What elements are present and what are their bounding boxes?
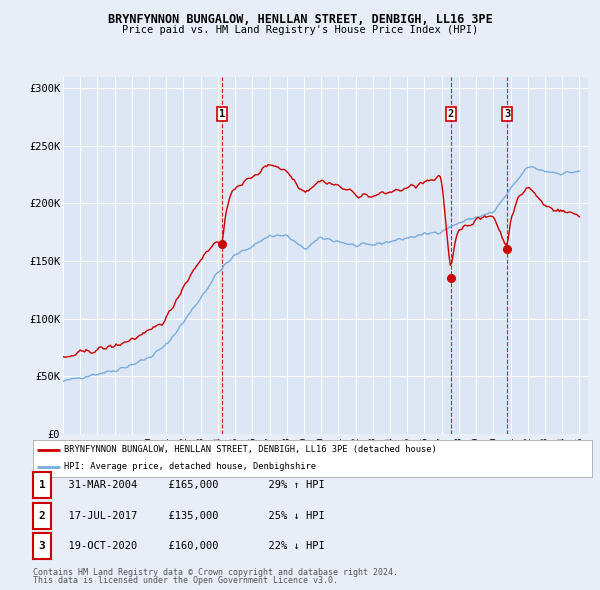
Text: 2: 2	[448, 109, 454, 119]
Text: This data is licensed under the Open Government Licence v3.0.: This data is licensed under the Open Gov…	[33, 576, 338, 585]
Text: 1: 1	[38, 480, 46, 490]
Text: BRYNFYNNON BUNGALOW, HENLLAN STREET, DENBIGH, LL16 3PE (detached house): BRYNFYNNON BUNGALOW, HENLLAN STREET, DEN…	[64, 445, 437, 454]
Text: 1: 1	[219, 109, 226, 119]
Text: 2: 2	[38, 511, 46, 520]
Text: 17-JUL-2017     £135,000        25% ↓ HPI: 17-JUL-2017 £135,000 25% ↓ HPI	[56, 511, 325, 520]
Text: BRYNFYNNON BUNGALOW, HENLLAN STREET, DENBIGH, LL16 3PE: BRYNFYNNON BUNGALOW, HENLLAN STREET, DEN…	[107, 13, 493, 26]
Text: Contains HM Land Registry data © Crown copyright and database right 2024.: Contains HM Land Registry data © Crown c…	[33, 568, 398, 577]
Text: 3: 3	[504, 109, 510, 119]
Text: 3: 3	[38, 542, 46, 551]
Text: 19-OCT-2020     £160,000        22% ↓ HPI: 19-OCT-2020 £160,000 22% ↓ HPI	[56, 542, 325, 551]
Text: 31-MAR-2004     £165,000        29% ↑ HPI: 31-MAR-2004 £165,000 29% ↑ HPI	[56, 480, 325, 490]
Text: Price paid vs. HM Land Registry's House Price Index (HPI): Price paid vs. HM Land Registry's House …	[122, 25, 478, 35]
Text: HPI: Average price, detached house, Denbighshire: HPI: Average price, detached house, Denb…	[64, 462, 316, 471]
